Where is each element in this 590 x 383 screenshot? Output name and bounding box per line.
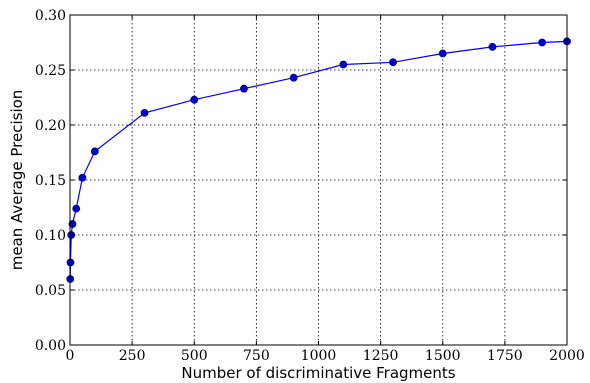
x-tick-label: 1750 xyxy=(487,348,523,364)
data-point xyxy=(190,95,199,104)
x-tick-label: 1000 xyxy=(301,348,337,364)
data-point xyxy=(339,60,348,69)
x-axis-title: Number of discriminative Fragments xyxy=(181,364,455,382)
x-tick-label: 2000 xyxy=(549,348,585,364)
y-tick-label: 0.05 xyxy=(35,283,66,299)
grid-layer xyxy=(70,15,567,345)
data-point xyxy=(240,84,248,93)
data-point xyxy=(488,43,497,51)
data-point xyxy=(68,220,77,228)
x-tick-label: 1250 xyxy=(363,348,399,364)
data-point xyxy=(140,109,149,117)
y-tick-label: 0.25 xyxy=(35,63,66,79)
ticks-layer: 0 250 500 750 1000 1250 1500 1750 2000 0.00 0.05 0.… xyxy=(35,8,585,364)
data-point xyxy=(78,173,87,182)
x-tick-label: 0 xyxy=(66,348,75,364)
y-tick-label: 0.00 xyxy=(35,338,66,354)
data-point xyxy=(90,147,99,156)
x-tick-label: 250 xyxy=(119,348,146,364)
y-tick-label: 0.30 xyxy=(35,8,66,24)
y-tick-label: 0.15 xyxy=(35,173,66,189)
y-tick-label: 0.20 xyxy=(35,118,66,134)
x-tick-label: 1500 xyxy=(425,348,461,364)
data-point xyxy=(72,204,81,213)
data-point xyxy=(438,49,447,58)
data-point xyxy=(289,73,298,82)
data-point xyxy=(389,58,397,67)
y-axis-title: mean Average Precision xyxy=(8,90,26,271)
x-tick-label: 750 xyxy=(243,348,270,364)
y-tick-label: 0.10 xyxy=(35,228,66,244)
data-point xyxy=(538,38,547,47)
x-tick-label: 500 xyxy=(181,348,208,364)
